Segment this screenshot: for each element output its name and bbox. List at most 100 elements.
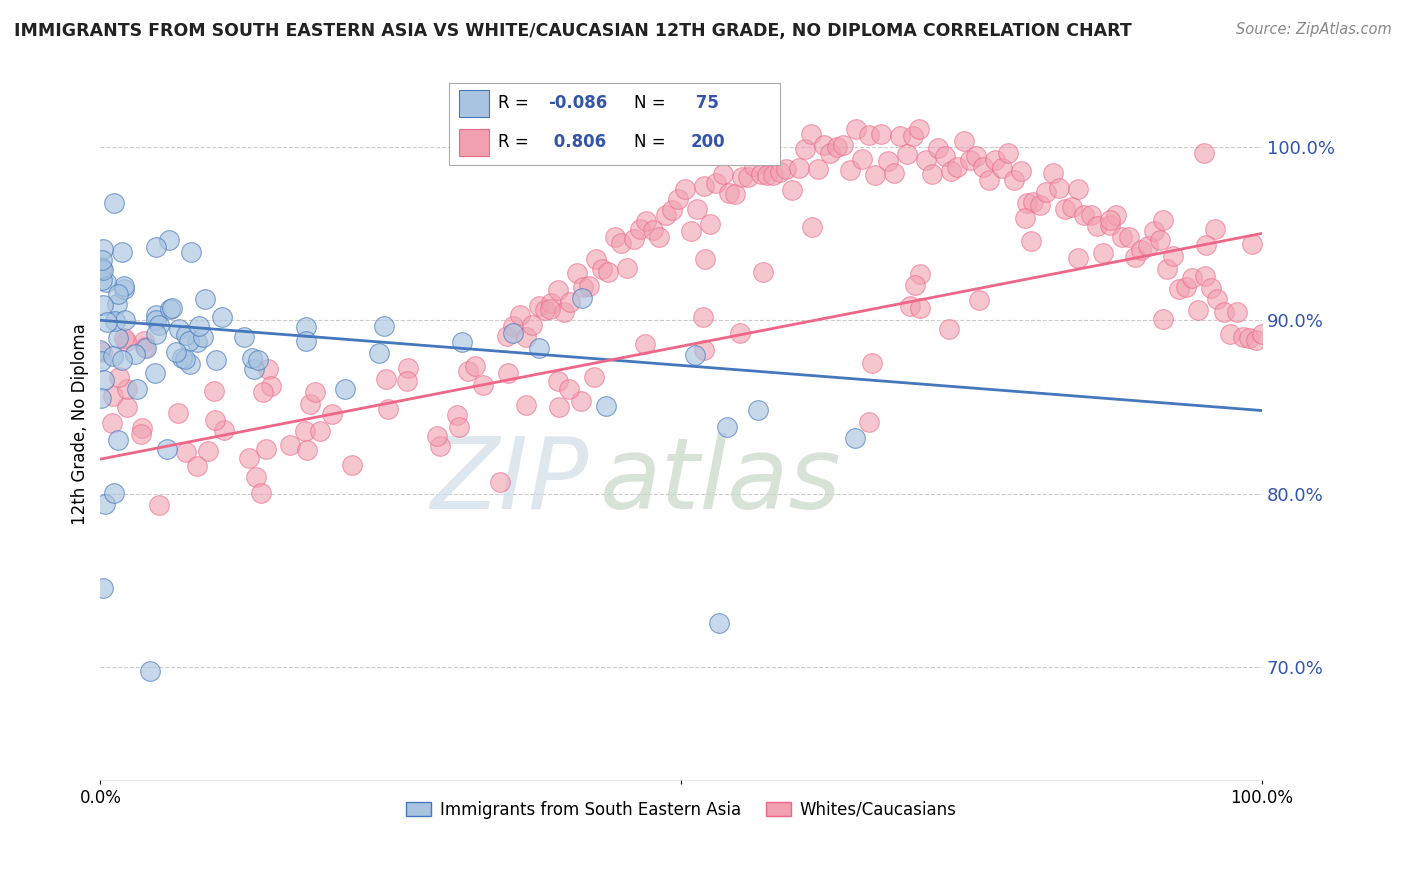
Point (1123, 250, 1146, 264)
Point (446, 408, 468, 422)
Point (749, 167, 772, 181)
Point (800, 219, 823, 234)
Point (1181, 271, 1204, 285)
Point (711, 167, 734, 181)
Point (693, 343, 716, 357)
Point (1035, 185, 1057, 199)
Point (165, 345, 187, 359)
Point (197, 443, 219, 458)
Point (538, 302, 561, 317)
Point (447, 419, 470, 434)
Point (145, 240, 167, 254)
Point (515, 398, 537, 412)
Point (683, 348, 706, 362)
Point (91, 262, 114, 277)
Point (1232, 330, 1254, 344)
Point (1152, 212, 1174, 227)
Point (527, 299, 550, 313)
Point (1161, 249, 1184, 263)
Point (628, 222, 651, 236)
Point (775, 162, 797, 177)
Point (716, 420, 738, 434)
Point (174, 328, 197, 343)
Point (94, 275, 117, 289)
Point (1029, 197, 1052, 211)
Point (457, 364, 479, 378)
Point (90, 354, 112, 368)
Point (1017, 196, 1039, 211)
Point (560, 294, 582, 309)
Point (610, 235, 633, 250)
Point (1143, 224, 1166, 238)
Point (569, 394, 592, 409)
Point (1149, 234, 1171, 248)
Point (825, 139, 848, 153)
Point (129, 427, 152, 442)
Point (107, 331, 129, 345)
Point (114, 334, 136, 348)
Point (603, 230, 626, 244)
Point (1152, 311, 1174, 326)
Point (744, 159, 766, 173)
Point (939, 164, 962, 178)
Point (851, 153, 873, 167)
Point (1156, 261, 1178, 276)
Point (547, 374, 569, 388)
Point (972, 160, 994, 174)
Point (1085, 219, 1108, 233)
Point (641, 223, 664, 237)
Point (633, 336, 655, 351)
Point (100, 416, 122, 430)
Point (257, 362, 280, 376)
Point (762, 168, 785, 182)
Point (187, 319, 209, 334)
Point (105, 297, 128, 311)
Point (159, 302, 181, 317)
Point (176, 444, 198, 458)
Point (889, 129, 911, 144)
Point (186, 458, 208, 473)
Point (91, 581, 114, 595)
Point (304, 385, 326, 400)
Point (699, 217, 721, 231)
Point (295, 320, 318, 334)
Point (375, 372, 398, 386)
Point (686, 202, 709, 216)
Point (1237, 331, 1260, 345)
Point (101, 389, 124, 403)
Point (245, 470, 267, 484)
Point (813, 138, 835, 153)
Point (692, 310, 714, 324)
Point (107, 434, 129, 448)
Point (90, 260, 112, 275)
Point (429, 439, 451, 453)
Point (148, 318, 170, 332)
Point (1192, 146, 1215, 161)
Point (616, 260, 638, 275)
Point (112, 282, 135, 296)
Point (901, 128, 924, 143)
Point (90, 344, 112, 359)
Point (938, 322, 960, 336)
Point (997, 146, 1019, 161)
Point (1251, 326, 1274, 341)
Point (578, 279, 600, 293)
Point (1042, 166, 1064, 180)
Point (294, 334, 316, 348)
Point (194, 292, 217, 306)
Point (111, 245, 134, 260)
Point (787, 161, 810, 176)
Point (93, 373, 115, 387)
Point (172, 351, 194, 365)
Text: Source: ZipAtlas.com: Source: ZipAtlas.com (1236, 22, 1392, 37)
Point (135, 342, 157, 356)
Point (377, 401, 399, 416)
Point (368, 346, 391, 360)
Point (107, 370, 129, 384)
Point (212, 423, 235, 437)
Point (965, 149, 987, 163)
Point (1194, 238, 1216, 252)
Point (679, 224, 702, 238)
Point (860, 356, 883, 370)
Point (156, 442, 179, 457)
